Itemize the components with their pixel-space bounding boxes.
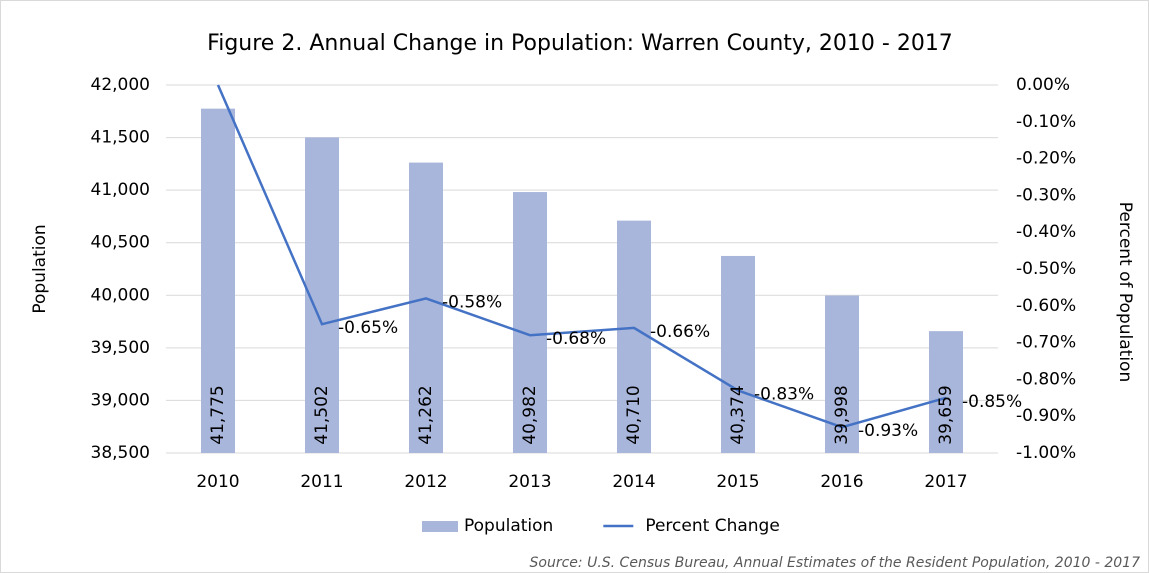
data-label: 41,262 <box>416 385 436 444</box>
data-label: -0.68% <box>546 329 606 349</box>
x-tick-label: 2015 <box>716 472 759 492</box>
data-label: 41,775 <box>208 385 228 444</box>
y2-tick-label: -1.00% <box>1016 443 1076 463</box>
data-label: 41,502 <box>312 385 332 444</box>
bar <box>513 192 547 453</box>
data-label: -0.93% <box>858 421 918 441</box>
data-label: 40,710 <box>624 385 644 444</box>
legend-label: Percent Change <box>645 516 779 536</box>
y2-tick-label: 0.00% <box>1016 75 1070 95</box>
y2-tick-label: -0.70% <box>1016 333 1076 353</box>
y-tick-label: 42,000 <box>91 75 150 95</box>
y2-tick-label: -0.50% <box>1016 259 1076 279</box>
y2-tick-label: -0.80% <box>1016 369 1076 389</box>
legend-label: Population <box>464 516 553 536</box>
bar <box>201 108 235 454</box>
x-tick-label: 2013 <box>508 472 551 492</box>
data-label: 39,998 <box>832 385 852 444</box>
y2-axis-label: Percent of Population <box>1115 202 1135 382</box>
data-label: 40,374 <box>728 385 748 444</box>
data-label: 39,659 <box>936 385 956 444</box>
chart-title: Figure 2. Annual Change in Population: W… <box>207 31 953 56</box>
data-label: -0.85% <box>962 392 1022 412</box>
data-label: -0.83% <box>754 384 814 404</box>
source-note: Source: U.S. Census Bureau, Annual Estim… <box>530 555 1141 571</box>
y-axis-label: Population <box>30 224 50 313</box>
data-label: -0.66% <box>650 322 710 342</box>
bar <box>617 220 651 453</box>
y2-tick-label: -0.40% <box>1016 222 1076 242</box>
x-tick-label: 2016 <box>820 472 863 492</box>
x-tick-label: 2017 <box>924 472 967 492</box>
y2-tick-label: -0.20% <box>1016 149 1076 169</box>
y-tick-label: 38,500 <box>91 443 150 463</box>
y-tick-label: 40,500 <box>91 233 150 253</box>
bar <box>409 162 443 453</box>
x-tick-label: 2010 <box>196 472 239 492</box>
y2-tick-label: -0.90% <box>1016 406 1076 426</box>
y-tick-label: 41,000 <box>91 180 150 200</box>
y2-tick-label: -0.60% <box>1016 296 1076 316</box>
x-tick-label: 2012 <box>404 472 447 492</box>
line <box>216 84 947 429</box>
y2-tick-label: -0.10% <box>1016 112 1076 132</box>
data-label: 40,982 <box>520 385 540 444</box>
bar <box>721 255 755 453</box>
y-tick-label: 40,000 <box>91 285 150 305</box>
x-tick-label: 2014 <box>612 472 655 492</box>
y2-tick-label: -0.30% <box>1016 185 1076 205</box>
y-tick-label: 41,500 <box>91 128 150 148</box>
bar <box>929 331 963 453</box>
legend-swatch <box>422 521 458 532</box>
y-tick-label: 39,000 <box>91 390 150 410</box>
x-tick-label: 2011 <box>300 472 343 492</box>
y-tick-label: 39,500 <box>91 338 150 358</box>
data-label: -0.65% <box>338 318 398 338</box>
data-label: -0.58% <box>442 292 502 312</box>
